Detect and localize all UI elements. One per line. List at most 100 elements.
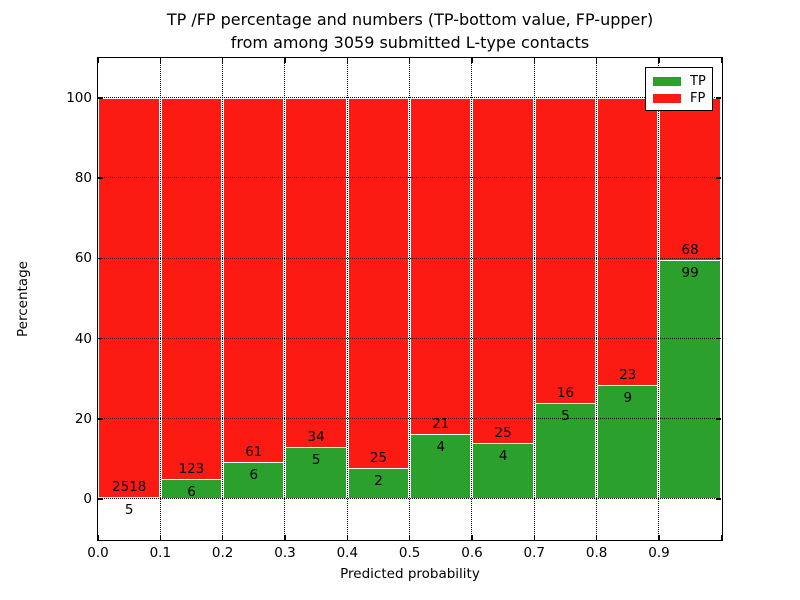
fp-count-label: 23 <box>619 367 637 384</box>
horizontal-gridline <box>98 498 722 500</box>
x-tick-bottom <box>720 534 723 540</box>
fp-count-label: 61 <box>245 444 263 461</box>
horizontal-gridline <box>98 418 722 420</box>
x-tick-bottom <box>471 534 473 540</box>
fp-count-label: 123 <box>178 461 205 478</box>
tp-bar-segment <box>284 447 348 499</box>
fp-count-label: 25 <box>494 424 512 441</box>
fp-bar-segment <box>471 98 535 444</box>
tp-legend-label: TP <box>690 74 706 89</box>
x-tick-label: 0.1 <box>149 544 172 561</box>
fp-count-label: 68 <box>681 242 699 259</box>
x-tick-top <box>221 58 224 63</box>
x-tick-top <box>533 58 536 63</box>
x-tick-top <box>471 58 473 63</box>
legend-entry-tp: TP <box>653 73 712 90</box>
vertical-gridline <box>595 58 597 540</box>
x-tick-bottom <box>159 534 162 540</box>
tp-legend-swatch <box>653 77 681 86</box>
x-tick-bottom <box>533 534 536 540</box>
x-axis-label: Predicted probability <box>340 566 480 582</box>
vertical-gridline <box>159 58 161 540</box>
y-tick-label: 20 <box>74 410 92 427</box>
x-tick-label: 0.5 <box>398 544 421 561</box>
legend-entry-fp: FP <box>653 90 712 107</box>
fp-count-label: 21 <box>432 415 450 432</box>
x-tick-label: 0.0 <box>87 544 109 561</box>
x-tick-top <box>720 58 723 63</box>
fp-bar-segment <box>284 98 348 448</box>
x-tick-bottom <box>97 534 99 540</box>
horizontal-gridline <box>98 97 722 99</box>
tp-bar-segment <box>534 403 597 499</box>
x-tick-bottom <box>658 534 660 540</box>
x-tick-top <box>408 58 411 63</box>
x-tick-label: 0.8 <box>585 544 608 561</box>
tp-count-label: 99 <box>681 265 699 282</box>
y-tick-right <box>716 257 722 260</box>
y-tick-right <box>716 337 722 340</box>
vertical-gridline <box>346 58 348 540</box>
tp-count-label: 5 <box>561 407 570 424</box>
fp-bar-segment <box>658 98 722 262</box>
tp-count-label: 5 <box>124 502 134 519</box>
tp-count-label: 6 <box>187 484 196 501</box>
fp-count-label: 16 <box>556 384 575 401</box>
y-tick-label: 80 <box>74 170 92 187</box>
fp-count-label: 34 <box>307 428 325 445</box>
tp-count-label: 4 <box>498 447 508 464</box>
horizontal-gridline <box>98 257 722 259</box>
y-tick-left <box>98 177 103 179</box>
vertical-gridline <box>533 58 535 540</box>
x-tick-top <box>346 58 349 63</box>
fp-legend-label: FP <box>690 91 706 106</box>
x-tick-top <box>159 58 162 63</box>
tp-count-label: 2 <box>374 473 383 490</box>
x-tick-bottom <box>221 534 224 540</box>
x-tick-bottom <box>346 534 349 540</box>
horizontal-gridline <box>98 337 722 339</box>
vertical-gridline <box>221 58 223 540</box>
vertical-gridline <box>284 58 286 540</box>
y-tick-label: 60 <box>74 250 92 267</box>
fp-bar-segment <box>409 98 472 435</box>
chart-title-line-1: TP /FP percentage and numbers (TP-bottom… <box>166 10 654 29</box>
y-tick-left <box>98 418 103 420</box>
chart-title: TP /FP percentage and numbers (TP-bottom… <box>167 8 653 54</box>
horizontal-gridline <box>98 177 722 179</box>
fp-count-label: 25 <box>369 450 388 467</box>
y-tick-label: 0 <box>83 491 92 507</box>
tp-bar-segment <box>658 261 722 499</box>
tp-count-label: 5 <box>311 451 321 468</box>
x-tick-top <box>97 58 99 63</box>
x-tick-label: 0.6 <box>461 544 483 561</box>
x-tick-bottom <box>408 534 411 540</box>
fp-bar-segment <box>98 98 161 499</box>
y-tick-label: 40 <box>74 330 92 347</box>
fp-bar-segment <box>534 98 597 404</box>
vertical-gridline <box>471 58 473 540</box>
x-tick-label: 0.9 <box>648 544 670 561</box>
x-tick-top <box>595 58 598 63</box>
y-tick-left <box>98 257 103 260</box>
x-tick-bottom <box>284 534 286 540</box>
tp-count-label: 4 <box>436 438 446 455</box>
y-tick-left <box>98 337 103 340</box>
fp-legend-swatch <box>653 94 681 103</box>
fp-count-label: 2518 <box>111 479 147 496</box>
y-tick-right <box>716 177 722 179</box>
vertical-gridline <box>658 58 660 540</box>
fp-bar-segment <box>222 98 285 464</box>
tp-bar-segment <box>596 386 659 499</box>
vertical-gridline <box>408 58 410 540</box>
x-tick-bottom <box>595 534 598 540</box>
x-tick-label: 0.3 <box>274 544 296 561</box>
x-tick-label: 0.4 <box>336 544 359 561</box>
fp-bar-segment <box>347 98 410 470</box>
y-tick-left <box>98 498 103 500</box>
x-tick-top <box>658 58 660 63</box>
x-tick-label: 0.2 <box>211 544 234 561</box>
tp-bar-segment <box>409 434 472 499</box>
